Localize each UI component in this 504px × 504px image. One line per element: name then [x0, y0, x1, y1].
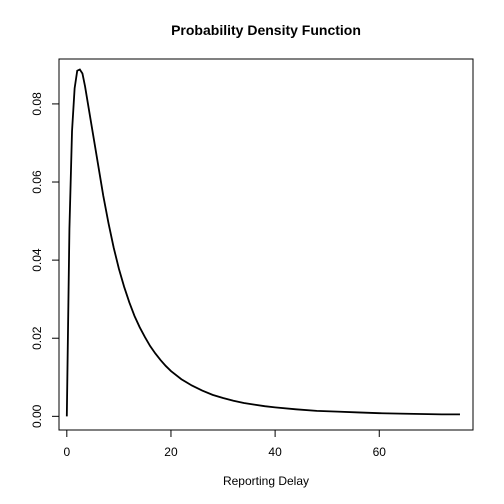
- x-axis-label: Reporting Delay: [223, 474, 309, 488]
- y-tick-label: 0.00: [30, 404, 44, 428]
- x-tick-label: 60: [373, 445, 387, 459]
- chart-title: Probability Density Function: [171, 22, 361, 38]
- x-axis: 0 20 40 60: [63, 429, 387, 459]
- x-tick-label: 40: [268, 445, 282, 459]
- y-tick-label: 0.04: [30, 248, 44, 272]
- x-tick-label: 0: [63, 445, 70, 459]
- x-tick-label: 20: [164, 445, 178, 459]
- density-curve-line: [65, 68, 460, 417]
- y-tick-label: 0.08: [30, 92, 44, 116]
- y-tick-label: 0.02: [30, 326, 44, 350]
- y-tick-label: 0.06: [30, 170, 44, 194]
- y-axis: 0.00 0.02 0.04 0.06 0.08: [30, 92, 60, 428]
- plot-frame: [58, 58, 474, 431]
